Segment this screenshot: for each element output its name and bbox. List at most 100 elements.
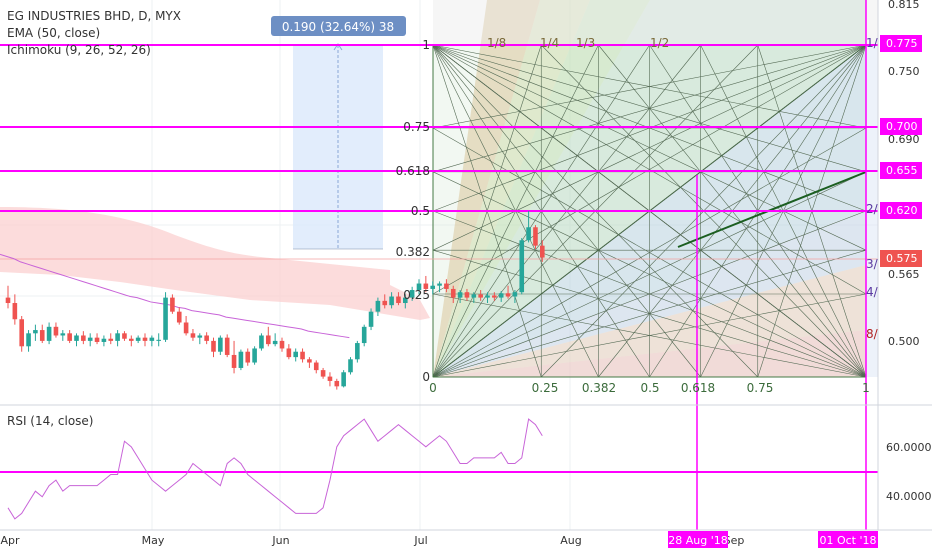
candle-body (183, 322, 189, 334)
candle-body (320, 370, 326, 377)
candle-body (39, 330, 45, 341)
candle-body (26, 333, 31, 347)
candle-body (12, 303, 18, 320)
candle-body (245, 351, 251, 363)
fib-level-label: 0.618 (396, 164, 430, 178)
candle-body (87, 337, 93, 341)
legend: EG INDUSTRIES BHD, D, MYX EMA (50, close… (7, 9, 181, 57)
gann-right-labels: 1/ 2/ 3/ 4/ 8/ (866, 36, 879, 341)
candle-body (355, 343, 360, 360)
gann-x-label: 0.618 (681, 381, 715, 395)
gann-fan-label: 1/4 (540, 36, 559, 50)
gann-right-label: 8/ (866, 327, 879, 341)
price-axis-ticks: 0.815 0.750 0.690 0.565 0.500 (888, 0, 920, 348)
candle-body (46, 326, 52, 341)
price-tag-text: 0.700 (886, 120, 918, 133)
candle-body (437, 283, 442, 286)
candle-body (218, 337, 223, 352)
gann-x-label: 0.25 (532, 381, 559, 395)
gann-fan-ray (432, 293, 867, 378)
price-tag-text: 0.575 (886, 252, 918, 265)
price-tags (880, 35, 922, 267)
candle-body (450, 288, 456, 298)
price-tag-text: 0.655 (886, 164, 918, 177)
candle-body (81, 335, 86, 341)
gann-right-label: 1/ (866, 36, 879, 50)
fib-lines[interactable] (0, 44, 878, 212)
gann-x-label: 0.75 (747, 381, 774, 395)
gann-x-label: 0.5 (640, 381, 659, 395)
candle-body (341, 372, 346, 387)
candle-body (307, 359, 312, 363)
price-tick: 0.500 (888, 335, 920, 348)
symbol-title[interactable]: EG INDUSTRIES BHD, D, MYX (7, 9, 181, 23)
gann-right-label: 2/ (866, 202, 879, 216)
rsi-tick: 40.0000 (886, 490, 932, 503)
price-tick: 0.565 (888, 268, 920, 281)
rsi-tick: 60.0000 (886, 441, 932, 454)
candle-body (533, 227, 538, 246)
candle-body (478, 294, 483, 298)
ichimoku-cloud (0, 207, 430, 320)
fib-level-label: 0.5 (411, 204, 430, 218)
gann-fan-ray (432, 127, 867, 378)
candle-body (122, 333, 127, 339)
candle-body (512, 292, 518, 297)
candle-body (115, 333, 120, 341)
price-tag-text: 0.620 (886, 204, 918, 217)
time-axis-ticks: Apr May Jun Jul Aug Sep (0, 534, 744, 547)
candle-body (252, 348, 257, 363)
candle-body (519, 240, 525, 293)
candle-body (94, 337, 100, 342)
gann-fan-ray (432, 210, 867, 378)
candle-body (170, 297, 175, 312)
candle-body (5, 297, 11, 304)
candles (5, 211, 545, 390)
candle-body (190, 333, 196, 338)
candle-body (382, 300, 388, 306)
candle-body (457, 292, 463, 298)
candle-body (176, 311, 182, 323)
gann-fan-zone-2 (433, 0, 590, 377)
ichimoku-legend[interactable]: Ichimoku (9, 26, 52, 26) (7, 43, 151, 57)
time-tick: Sep (724, 534, 745, 547)
gann-fan-ray (432, 44, 867, 251)
gann-fan-label: 1/3 (576, 36, 595, 50)
candle-body (471, 294, 477, 298)
candle-body (403, 297, 408, 304)
candle-body (375, 300, 381, 312)
candle-body (492, 295, 497, 298)
candle-body (108, 338, 114, 341)
candle-body (266, 335, 271, 345)
measure-tag (271, 16, 406, 36)
candle-body (416, 283, 422, 291)
candle-body (67, 333, 72, 341)
candle-body (224, 337, 230, 355)
fib-level-label: 1 (422, 38, 430, 52)
candle-body (430, 285, 435, 289)
fib-level-label: 0.75 (403, 120, 430, 134)
candle-body (368, 311, 374, 327)
gann-right-label: 3/ (866, 257, 879, 271)
date-tag-text: 28 Aug '18 (668, 534, 728, 547)
gann-trend-line[interactable] (677, 171, 867, 248)
candle-body (74, 335, 79, 341)
gann-box[interactable] (432, 0, 878, 378)
candle-body (423, 283, 429, 289)
fib-level-label: 0 (422, 370, 430, 384)
candle-body (53, 326, 59, 336)
gann-fan-label: 1/2 (650, 36, 669, 50)
candle-body (409, 290, 415, 298)
gann-fan-labels: 1/8 1/4 1/3 1/2 (487, 36, 669, 50)
gann-x-label: 0 (429, 381, 437, 395)
ema-legend[interactable]: EMA (50, close) (7, 26, 100, 40)
candle-body (197, 335, 203, 338)
candle-body (204, 335, 209, 341)
candle-body (156, 339, 161, 341)
price-tag-text: 0.775 (886, 37, 918, 50)
rsi-legend[interactable]: RSI (14, close) (7, 414, 93, 428)
date-tag-aug28 (668, 531, 728, 548)
fib-level-labels: 1 0.75 0.618 0.5 0.382 0.25 0 (396, 38, 430, 384)
candle-body (129, 338, 134, 341)
